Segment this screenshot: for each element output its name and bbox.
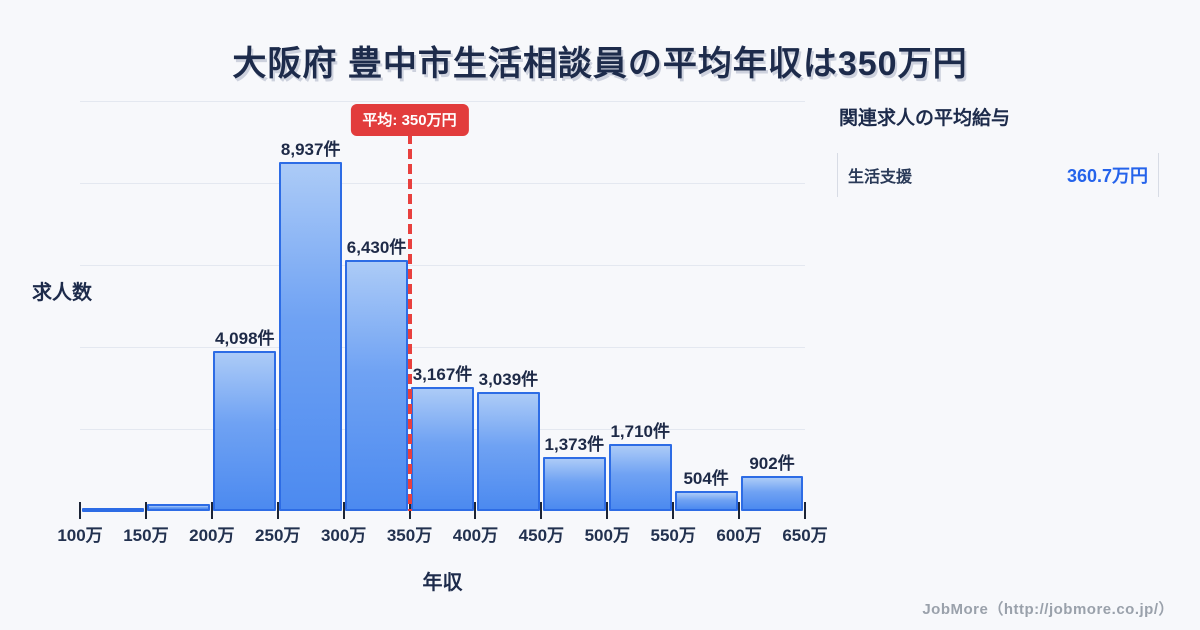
gridline: [80, 183, 805, 184]
x-axis-tick-label: 350万: [386, 526, 433, 545]
histogram-bar: [147, 504, 211, 511]
x-axis-tick: [474, 502, 477, 519]
histogram-bar: [345, 260, 409, 511]
x-axis-tick: [144, 502, 147, 519]
x-axis-tick-label: 500万: [584, 526, 630, 545]
x-axis-tick: [672, 502, 675, 519]
x-axis-tick: [342, 502, 345, 519]
x-axis-tick-label: 650万: [782, 526, 828, 545]
y-axis-title: 求人数: [32, 282, 92, 304]
bar-value-label: 1,710件: [610, 422, 670, 441]
bar-value-label: 504件: [683, 469, 729, 488]
histogram-bar: [213, 351, 277, 511]
related-jobs-panel-title: 関連求人の平均給与: [839, 108, 1011, 129]
x-axis-tick: [606, 502, 609, 519]
gridline: [80, 265, 805, 266]
bar-value-label: 902件: [749, 454, 795, 473]
x-axis-tick: [276, 502, 279, 519]
x-axis-tick: [804, 502, 806, 519]
related-jobs-rows: 生活支援 360.7万円: [837, 153, 1159, 197]
bar-value-label: 8,937件: [280, 140, 341, 159]
average-salary-line: [407, 134, 412, 511]
page-title: 大阪府 豊中市生活相談員の平均年収は350万円: [232, 45, 968, 83]
x-axis-tick-label: 550万: [650, 526, 696, 545]
x-axis-tick-label: 150万: [123, 526, 169, 545]
x-axis-tick: [738, 502, 741, 519]
x-axis-tick-label: 200万: [189, 526, 235, 545]
related-job-salary: 360.7万円: [1066, 166, 1148, 186]
histogram-bar: [740, 476, 804, 511]
bar-value-label: 3,167件: [412, 365, 473, 384]
x-axis-tick-label: 250万: [255, 526, 301, 545]
x-axis-tick: [79, 502, 81, 519]
gridline: [80, 101, 805, 102]
histogram-bar: [608, 444, 672, 511]
x-axis-tick: [540, 502, 543, 519]
histogram-bar: [81, 508, 145, 512]
source-credit: JobMore（http://jobmore.co.jp/）: [922, 601, 1174, 618]
bar-value-label: 4,098件: [214, 329, 275, 348]
histogram-bar: [411, 387, 474, 511]
related-job-name: 生活支援: [848, 169, 913, 186]
x-axis-tick-label: 100万: [57, 526, 103, 545]
x-axis-tick-label: 400万: [452, 526, 499, 545]
histogram-bar: [279, 162, 343, 511]
average-salary-badge: 平均: 350万円: [350, 104, 469, 136]
x-axis-tick: [210, 502, 213, 519]
histogram-bar: [542, 457, 606, 511]
gridline: [80, 347, 805, 348]
x-axis-tick-label: 450万: [518, 526, 565, 545]
x-axis-title: 年収: [422, 572, 463, 594]
x-axis-tick-label: 300万: [320, 526, 367, 545]
histogram-bar: [674, 491, 738, 511]
related-job-row: 生活支援 360.7万円: [837, 153, 1159, 197]
bar-value-label: 1,373件: [544, 435, 605, 454]
bar-value-label: 6,430件: [346, 238, 407, 257]
related-jobs-panel: 関連求人の平均給与 生活支援 360.7万円: [837, 103, 1159, 197]
x-axis-tick-label: 600万: [716, 526, 762, 545]
bar-value-label: 3,039件: [478, 370, 539, 389]
histogram-bar: [476, 392, 540, 511]
salary-histogram: 4,098件 8,937件 6,430件 3,167件 3,039件 1,373件 1,71…: [57, 101, 828, 545]
